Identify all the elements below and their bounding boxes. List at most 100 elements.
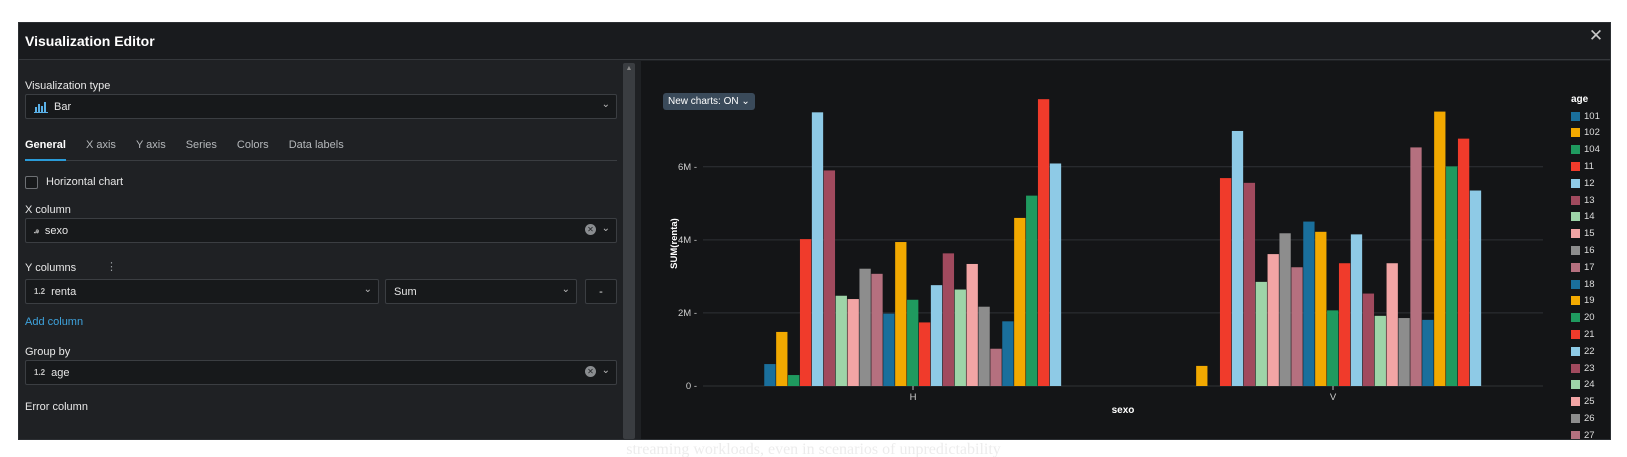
bar-V-16[interactable]: [1279, 233, 1291, 386]
bar-V-15[interactable]: [1267, 254, 1279, 386]
legend-item[interactable]: 15: [1571, 228, 1595, 240]
legend-label: 11: [1584, 160, 1594, 172]
bar-V-17[interactable]: [1291, 267, 1303, 386]
tab-data-labels[interactable]: Data labels: [288, 139, 344, 151]
legend-item[interactable]: 14: [1571, 211, 1595, 223]
legend-item[interactable]: 23: [1571, 362, 1595, 374]
bar-V-19[interactable]: [1315, 231, 1327, 386]
bar-H-102[interactable]: [776, 331, 788, 386]
tab-colors[interactable]: Colors: [236, 139, 269, 151]
legend-item[interactable]: 19: [1571, 295, 1595, 307]
tab-y-axis[interactable]: Y axis: [135, 139, 166, 151]
clear-icon[interactable]: ✕: [585, 224, 596, 235]
legend-item[interactable]: 22: [1571, 345, 1595, 357]
legend-item[interactable]: 17: [1571, 261, 1595, 273]
bar-H-13[interactable]: [823, 170, 836, 386]
legend-item[interactable]: 20: [1571, 312, 1595, 324]
bar-H-30[interactable]: [1026, 195, 1038, 386]
legend-item[interactable]: 18: [1571, 278, 1595, 290]
bar-V-22[interactable]: [1350, 234, 1363, 386]
legend-item[interactable]: 101: [1571, 110, 1600, 122]
bar-V-26[interactable]: [1398, 318, 1410, 386]
add-column-link[interactable]: Add column: [25, 316, 84, 328]
bar-H-29[interactable]: [1014, 217, 1026, 386]
legend-item[interactable]: 27: [1571, 429, 1595, 439]
legend-item[interactable]: 13: [1571, 194, 1595, 206]
visualization-editor-dialog: Visualization Editor ✕ Visualization typ…: [18, 22, 1611, 440]
legend-swatch: [1571, 296, 1580, 306]
legend-label: 15: [1584, 228, 1595, 240]
scroll-up-icon[interactable]: ▲: [625, 65, 633, 72]
bar-H-32[interactable]: [1049, 163, 1062, 386]
y-column-select[interactable]: 1.2 renta ⌄: [25, 279, 379, 304]
settings-scrollbar[interactable]: [623, 63, 635, 439]
horizontal-chart-checkbox[interactable]: [25, 176, 38, 189]
bar-H-17[interactable]: [871, 273, 883, 386]
legend-item[interactable]: 102: [1571, 127, 1600, 139]
bar-H-104[interactable]: [788, 375, 800, 386]
aggregation-select[interactable]: Sum ⌄: [385, 279, 577, 304]
clear-icon[interactable]: ✕: [585, 366, 596, 377]
bar-V-31[interactable]: [1457, 138, 1470, 386]
legend-item[interactable]: 26: [1571, 412, 1595, 424]
bar-H-31[interactable]: [1037, 99, 1050, 386]
bar-H-12[interactable]: [811, 112, 824, 387]
bar-H-18[interactable]: [883, 313, 895, 386]
bar-V-21[interactable]: [1338, 263, 1351, 386]
bar-V-14[interactable]: [1255, 281, 1267, 386]
legend-swatch: [1571, 430, 1580, 439]
legend-item[interactable]: 25: [1571, 396, 1595, 408]
bar-V-102[interactable]: [1196, 365, 1208, 386]
legend-item[interactable]: 104: [1571, 144, 1600, 156]
bar-V-12[interactable]: [1231, 130, 1244, 386]
legend-swatch: [1571, 229, 1580, 239]
group-by-select[interactable]: 1.2 age ✕ ⌄: [25, 360, 617, 385]
bar-V-24[interactable]: [1374, 315, 1386, 386]
bar-H-21[interactable]: [918, 322, 931, 386]
bar-V-25[interactable]: [1386, 263, 1398, 386]
bar-V-20[interactable]: [1327, 310, 1339, 386]
bar-V-32[interactable]: [1469, 190, 1482, 386]
bar-H-19[interactable]: [895, 242, 907, 386]
bar-H-11[interactable]: [799, 239, 812, 386]
bar-H-15[interactable]: [847, 299, 859, 386]
bar-H-23[interactable]: [942, 253, 955, 386]
legend-item[interactable]: 11: [1571, 160, 1594, 172]
legend-label: 17: [1584, 261, 1595, 273]
bar-V-28[interactable]: [1422, 319, 1434, 386]
legend-item[interactable]: 16: [1571, 244, 1595, 256]
legend-item[interactable]: 21: [1571, 328, 1595, 340]
tab-general[interactable]: General: [25, 139, 66, 161]
legend-item[interactable]: 24: [1571, 379, 1595, 391]
bar-H-26[interactable]: [978, 306, 990, 386]
viz-type-select[interactable]: Bar ⌄: [25, 94, 617, 119]
bar-V-30[interactable]: [1446, 166, 1458, 386]
bar-H-16[interactable]: [859, 268, 871, 386]
x-column-select[interactable]: ꭿ sexo ✕ ⌄: [25, 218, 617, 243]
category-type-icon: ꭿ: [34, 225, 39, 235]
bar-H-20[interactable]: [907, 299, 919, 386]
bar-V-11[interactable]: [1219, 178, 1232, 386]
remove-column-button[interactable]: -: [585, 279, 617, 304]
bar-H-22[interactable]: [930, 285, 943, 386]
bar-H-101[interactable]: [764, 364, 776, 386]
kebab-menu-icon[interactable]: ⋮: [106, 261, 117, 273]
backdrop-text-bottom: streaming workloads, even in scenarios o…: [626, 441, 1001, 457]
legend-label: 102: [1584, 127, 1600, 139]
bar-H-24[interactable]: [954, 289, 966, 386]
bar-H-28[interactable]: [1002, 321, 1014, 386]
tab-series[interactable]: Series: [185, 139, 217, 151]
bar-H-27[interactable]: [990, 348, 1002, 386]
bar-V-18[interactable]: [1303, 221, 1315, 386]
bar-H-14[interactable]: [835, 295, 847, 386]
legend-item[interactable]: 12: [1571, 177, 1595, 189]
close-icon[interactable]: ✕: [1588, 26, 1604, 45]
new-charts-toggle[interactable]: New charts: ON ⌄: [663, 93, 755, 110]
bar-V-27[interactable]: [1410, 147, 1422, 386]
bar-H-25[interactable]: [966, 263, 978, 386]
bar-V-29[interactable]: [1434, 111, 1446, 386]
bar-V-13[interactable]: [1243, 182, 1256, 386]
bar-V-23[interactable]: [1362, 293, 1375, 386]
tab-x-axis[interactable]: X axis: [85, 139, 116, 151]
y-tick-label: 2M -: [678, 308, 697, 319]
